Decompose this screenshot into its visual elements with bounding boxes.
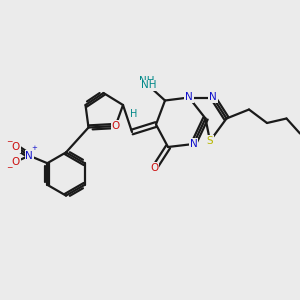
Text: +: + xyxy=(32,145,38,151)
Text: N: N xyxy=(185,92,193,103)
Text: −: − xyxy=(6,137,12,146)
Text: O: O xyxy=(111,121,120,131)
Text: O: O xyxy=(12,157,20,167)
Text: N: N xyxy=(209,92,217,103)
Text: −: − xyxy=(6,163,12,172)
Text: H: H xyxy=(130,109,137,119)
Text: O: O xyxy=(12,142,20,152)
Text: N: N xyxy=(26,151,33,161)
Text: NH: NH xyxy=(141,80,156,91)
Text: O: O xyxy=(150,163,159,173)
Text: NH: NH xyxy=(139,76,155,86)
Text: N: N xyxy=(190,139,197,149)
Text: S: S xyxy=(207,136,213,146)
